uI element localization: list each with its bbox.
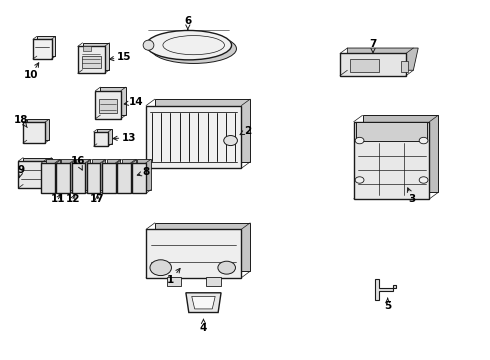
Bar: [87, 163, 100, 193]
Polygon shape: [186, 293, 221, 312]
Bar: [23, 158, 51, 184]
Text: 15: 15: [110, 52, 131, 62]
Circle shape: [224, 135, 238, 145]
Text: 3: 3: [407, 188, 416, 204]
Bar: [340, 53, 406, 76]
Bar: [76, 159, 90, 190]
Text: 7: 7: [369, 39, 377, 53]
Text: 8: 8: [137, 167, 150, 177]
Bar: [81, 56, 100, 68]
Bar: [117, 163, 131, 193]
Circle shape: [419, 137, 428, 144]
Circle shape: [355, 177, 364, 183]
Text: 6: 6: [184, 17, 192, 30]
Text: 5: 5: [384, 298, 392, 311]
Circle shape: [419, 177, 428, 183]
Ellipse shape: [143, 40, 154, 50]
Bar: [155, 223, 250, 271]
Text: 18: 18: [14, 115, 28, 127]
Bar: [102, 163, 116, 193]
Bar: [61, 159, 75, 190]
Text: 2: 2: [240, 126, 251, 135]
Bar: [27, 120, 49, 140]
Polygon shape: [192, 296, 215, 309]
Text: 12: 12: [66, 194, 80, 204]
Bar: [37, 36, 55, 56]
Bar: [350, 59, 379, 72]
Bar: [72, 163, 85, 193]
Circle shape: [150, 260, 172, 275]
Bar: [107, 159, 121, 190]
Bar: [82, 46, 91, 51]
Text: 17: 17: [90, 194, 105, 204]
Bar: [97, 130, 112, 144]
Bar: [167, 277, 181, 285]
Text: 11: 11: [51, 194, 66, 204]
Text: 9: 9: [18, 165, 25, 178]
Bar: [46, 159, 60, 190]
Bar: [155, 99, 250, 162]
Bar: [146, 229, 242, 278]
Text: 10: 10: [24, 63, 39, 80]
Bar: [92, 159, 105, 190]
Bar: [137, 159, 151, 190]
Bar: [132, 163, 146, 193]
Bar: [41, 163, 55, 193]
Bar: [56, 163, 70, 193]
Bar: [122, 159, 136, 190]
Ellipse shape: [146, 31, 232, 60]
Bar: [354, 122, 429, 199]
Bar: [33, 39, 51, 59]
Bar: [401, 61, 409, 72]
Bar: [23, 122, 45, 143]
Text: 1: 1: [167, 269, 180, 285]
Bar: [99, 99, 118, 113]
Text: 14: 14: [124, 97, 144, 107]
Text: 4: 4: [200, 319, 207, 333]
Ellipse shape: [151, 34, 237, 63]
Bar: [356, 122, 427, 141]
Bar: [363, 115, 438, 192]
Bar: [146, 105, 242, 168]
Bar: [94, 132, 108, 146]
Circle shape: [355, 137, 364, 144]
Polygon shape: [347, 48, 418, 70]
Bar: [96, 91, 121, 119]
Bar: [77, 46, 104, 73]
Polygon shape: [375, 279, 396, 300]
Text: 13: 13: [113, 133, 136, 143]
Bar: [206, 277, 220, 285]
Circle shape: [218, 261, 236, 274]
Bar: [18, 161, 47, 188]
Text: 16: 16: [71, 156, 85, 170]
Bar: [100, 87, 126, 115]
Bar: [82, 43, 109, 70]
